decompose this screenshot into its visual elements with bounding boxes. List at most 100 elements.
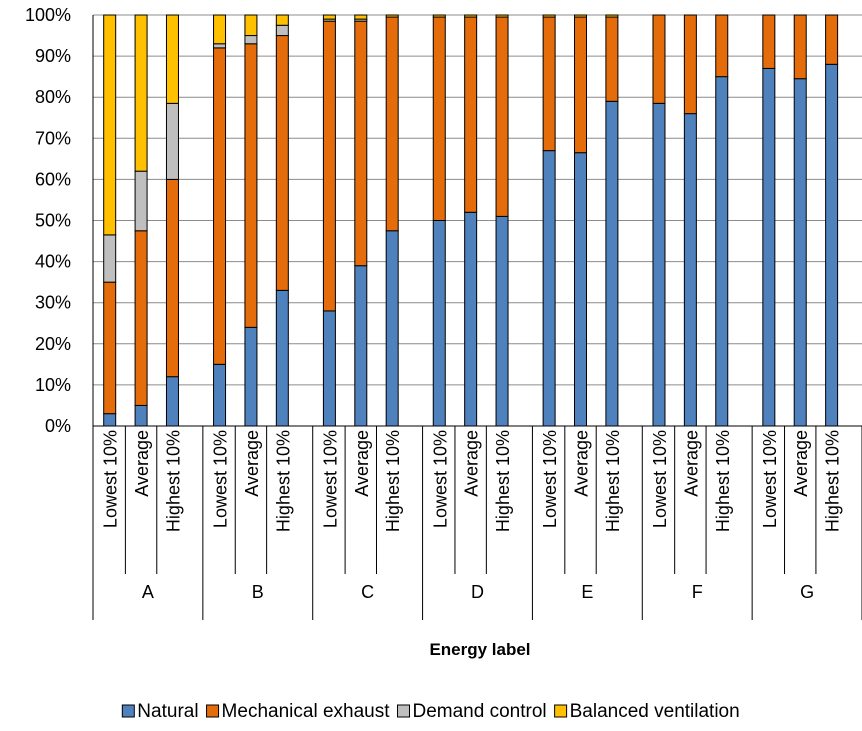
legend-swatch (396, 704, 410, 718)
bar-segment (385, 230, 399, 427)
x-group-label: E (581, 582, 593, 602)
bar-segment (244, 14, 258, 37)
legend: Natural Mechanical exhaust Demand control B… (121, 701, 740, 722)
bar-segment (213, 43, 227, 49)
legend-swatch (206, 704, 220, 718)
bar-segment (244, 326, 258, 427)
y-tick-label: 80% (35, 87, 71, 107)
bar-segment (495, 14, 509, 18)
x-subcategory-label: Highest 10% (493, 430, 513, 532)
x-subcategory-label: Average (462, 430, 482, 497)
x-subcategory-label: Lowest 10% (650, 430, 670, 528)
bar-segment (103, 14, 117, 236)
x-subcategory-label: Average (681, 430, 701, 497)
legend-label: Balanced ventilation (570, 701, 740, 722)
bar-segment (715, 14, 729, 78)
bar-segment (275, 289, 289, 427)
bar-segment (683, 113, 697, 427)
y-tick-label: 70% (35, 128, 71, 148)
bar-segment (542, 14, 556, 18)
x-group-label: A (142, 582, 154, 602)
bar-segment (432, 14, 446, 18)
bar-segment (432, 220, 446, 427)
bar-segment (825, 63, 839, 427)
x-subcategory-label: Highest 10% (163, 430, 183, 532)
bar-segment (605, 100, 619, 427)
x-group-label: B (252, 582, 264, 602)
bar-segment (165, 376, 179, 427)
y-tick-label: 90% (35, 46, 71, 66)
y-tick-label: 40% (35, 252, 71, 272)
bar-segment (275, 14, 289, 26)
bar-segment (103, 234, 117, 283)
bar-segment (165, 178, 179, 378)
legend-swatch (554, 704, 568, 718)
bar-segment (213, 363, 227, 427)
x-subcategory-label: Lowest 10% (540, 430, 560, 528)
bar-segment (762, 67, 776, 427)
y-tick-label: 20% (35, 334, 71, 354)
bar-segment (134, 14, 148, 172)
legend-label: Mechanical exhaust (222, 701, 391, 722)
bar-segment (213, 14, 227, 45)
bars (103, 14, 839, 427)
x-subcategory-label: Average (132, 430, 152, 497)
x-subcategory-label: Lowest 10% (211, 430, 231, 528)
bar-segment (652, 14, 666, 104)
x-group-label: C (361, 582, 374, 602)
legend-label: Natural (137, 701, 198, 722)
bar-segment (605, 16, 619, 102)
y-tick-label: 30% (35, 293, 71, 313)
bar-segment (134, 170, 148, 232)
bar-segment (134, 230, 148, 406)
x-subcategory-label: Highest 10% (383, 430, 403, 532)
bar-segment (605, 14, 619, 18)
y-tick-labels: 0% 10% 20% 30% 40% 50% 60% 70% 80% 90% 100% (25, 5, 71, 436)
bar-segment (495, 16, 509, 217)
bar-segment (464, 211, 478, 427)
bar-segment (715, 76, 729, 427)
bar-segment (432, 16, 446, 222)
bar-segment (103, 413, 117, 427)
bar-segment (652, 102, 666, 427)
x-subcategory-label: Lowest 10% (101, 430, 121, 528)
bar-segment (464, 14, 478, 18)
x-subcategory-label: Lowest 10% (760, 430, 780, 528)
bar-segment (354, 14, 368, 20)
x-subcategory-label: Average (352, 430, 372, 497)
legend-swatch (121, 704, 135, 718)
axes (92, 15, 862, 620)
x-subcategory-label: Highest 10% (713, 430, 733, 532)
bar-segment (793, 14, 807, 80)
x-group-labels: A B C D E F G (142, 582, 814, 602)
bar-segment (322, 310, 336, 427)
x-group-label: F (692, 582, 703, 602)
legend-label: Demand control (412, 701, 546, 722)
y-tick-label: 60% (35, 169, 71, 189)
x-group-label: G (800, 582, 814, 602)
bar-segment (683, 14, 697, 115)
x-subcategory-label: Lowest 10% (430, 430, 450, 528)
x-group-label: D (471, 582, 484, 602)
y-tick-label: 50% (35, 211, 71, 231)
x-axis-title: Energy label (429, 640, 530, 659)
bar-segment (495, 215, 509, 427)
bar-segment (322, 14, 336, 20)
y-tick-label: 100% (25, 5, 71, 25)
x-subcategory-label: Average (572, 430, 592, 497)
x-subcategory-label: Lowest 10% (320, 430, 340, 528)
bar-segment (542, 150, 556, 427)
bar-segment (793, 78, 807, 427)
bar-segment (825, 14, 839, 65)
bar-segment (134, 404, 148, 427)
bar-segment (574, 16, 588, 154)
bar-segment (354, 265, 368, 427)
x-subcategory-labels: Lowest 10% Average Highest 10% Lowest 10% Av… (101, 430, 843, 532)
x-subcategory-label: Average (791, 430, 811, 497)
bar-segment (574, 14, 588, 18)
bar-segment (275, 35, 289, 291)
bar-segment (322, 20, 336, 312)
x-subcategory-label: Highest 10% (823, 430, 843, 532)
bar-segment (574, 152, 588, 427)
